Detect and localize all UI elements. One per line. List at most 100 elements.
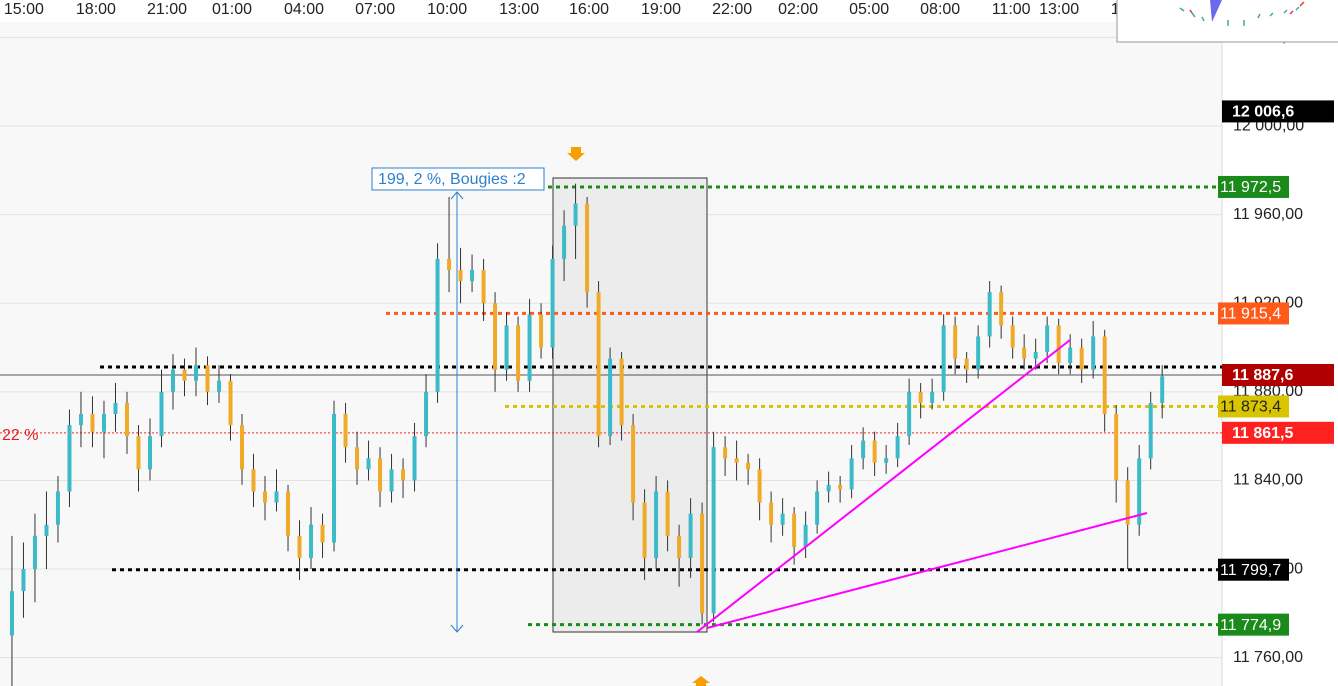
- levels: [0, 185, 1289, 627]
- candle-body: [688, 513, 693, 558]
- candle-body: [1148, 402, 1153, 459]
- candle-body: [723, 447, 728, 459]
- candle-body: [481, 270, 486, 304]
- candle-body: [884, 458, 889, 463]
- candle-body: [976, 336, 981, 370]
- candle-body: [665, 491, 670, 536]
- candle-body: [826, 484, 831, 492]
- x-tick-label: 21:00: [147, 1, 187, 18]
- up-arrow: [692, 676, 710, 686]
- candles: [9, 183, 1165, 686]
- candle-body: [964, 358, 969, 370]
- price-tag-label: 11 873,4: [1220, 399, 1281, 416]
- candle-body: [78, 413, 83, 426]
- candle-body: [573, 203, 578, 226]
- widget-ticks: [1179, 6, 1300, 26]
- time-axis: 15:00 18:00 21:00 01:00 04:00 07:00 10:00 13:00…: [4, 1, 1120, 18]
- candle-body: [757, 469, 762, 503]
- candle-body: [205, 365, 210, 392]
- candle-body: [228, 380, 233, 426]
- candle-body: [861, 440, 866, 459]
- candle-body: [941, 325, 946, 392]
- candle-body: [458, 270, 463, 282]
- price-tag: [1222, 100, 1334, 123]
- candle-body: [550, 258, 555, 348]
- candle-body: [1091, 336, 1096, 370]
- candle-body: [147, 436, 152, 470]
- candle-body: [527, 314, 532, 381]
- candle-body: [159, 391, 164, 437]
- annotations: 199, 2 %, Bougies :2 22 %: [2, 167, 545, 444]
- candle-body: [930, 391, 935, 403]
- price-tag: [1218, 613, 1289, 636]
- candle-body: [332, 413, 337, 543]
- x-tick-label: 07:00: [355, 1, 395, 18]
- candle-body: [619, 358, 624, 426]
- measure-arrows: [450, 191, 464, 633]
- compass-widget: [1116, 0, 1338, 43]
- price-tag-label: 12 006,6: [1232, 104, 1294, 121]
- candle-body: [585, 203, 590, 293]
- candle-body: [562, 225, 567, 259]
- widget-needle: [1210, 0, 1222, 22]
- price-tag: [1218, 558, 1289, 581]
- candle-body: [9, 591, 14, 636]
- candle-body: [21, 569, 26, 592]
- annotation: 22 %: [2, 427, 38, 444]
- candle-body: [516, 325, 521, 381]
- x-tick-label: 13:00: [1039, 1, 1079, 18]
- candle-body: [849, 458, 854, 490]
- candle-body: [918, 391, 923, 403]
- candle-body: [1079, 347, 1084, 370]
- candle-body: [470, 270, 475, 282]
- price-tag-label: 11 799,7: [1220, 562, 1281, 579]
- candle-body: [700, 513, 705, 614]
- candle-body: [240, 425, 245, 470]
- candle-body: [217, 380, 222, 392]
- candle-body: [953, 325, 958, 359]
- y-tick-label: 11 840,00: [1233, 472, 1303, 489]
- candle-body: [504, 325, 509, 370]
- price-tag: [1218, 395, 1289, 418]
- candle-body: [1056, 325, 1061, 364]
- candle-body: [677, 535, 682, 558]
- price-tag-label: 11 887,6: [1232, 367, 1294, 384]
- annotation-box: [371, 167, 545, 191]
- price-tag: [1218, 302, 1289, 325]
- candle-body: [642, 502, 647, 558]
- annotation: 199, 2 %, Bougies :2: [378, 171, 526, 188]
- price-tag: [1222, 364, 1334, 387]
- x-tick-label: 08:00: [920, 1, 960, 18]
- candle-body: [734, 458, 739, 463]
- candle-body: [251, 469, 256, 492]
- candle-body: [631, 425, 636, 503]
- candle-body: [815, 491, 820, 525]
- price-tag: [1222, 421, 1334, 444]
- candle-body: [1160, 376, 1165, 403]
- candle-body: [124, 402, 129, 437]
- x-tick-label: 11:00: [992, 1, 1031, 18]
- candle-body: [343, 413, 348, 448]
- trend-line: [696, 339, 1071, 633]
- candle-body: [170, 369, 175, 392]
- candle-body: [1137, 458, 1142, 525]
- candle-body: [320, 524, 325, 543]
- y-tick-label: 11 760,00: [1233, 649, 1303, 666]
- candle-body: [435, 258, 440, 392]
- candle-body: [424, 391, 429, 437]
- candle-body: [113, 402, 118, 414]
- price-tag-label: 11 774,9: [1220, 617, 1281, 634]
- x-tick-label: 05:00: [849, 1, 889, 18]
- candle-body: [136, 436, 141, 470]
- candle-body: [355, 447, 360, 470]
- candle-body: [1033, 351, 1038, 359]
- price-tag: [1218, 175, 1289, 198]
- x-tick-label: 13:00: [499, 1, 539, 18]
- candle-body: [746, 462, 751, 470]
- candle-body: [193, 365, 198, 381]
- x-tick-label: 1: [1111, 1, 1120, 18]
- candle-body: [1022, 347, 1027, 359]
- candle-body: [366, 458, 371, 470]
- candle-body: [539, 314, 544, 348]
